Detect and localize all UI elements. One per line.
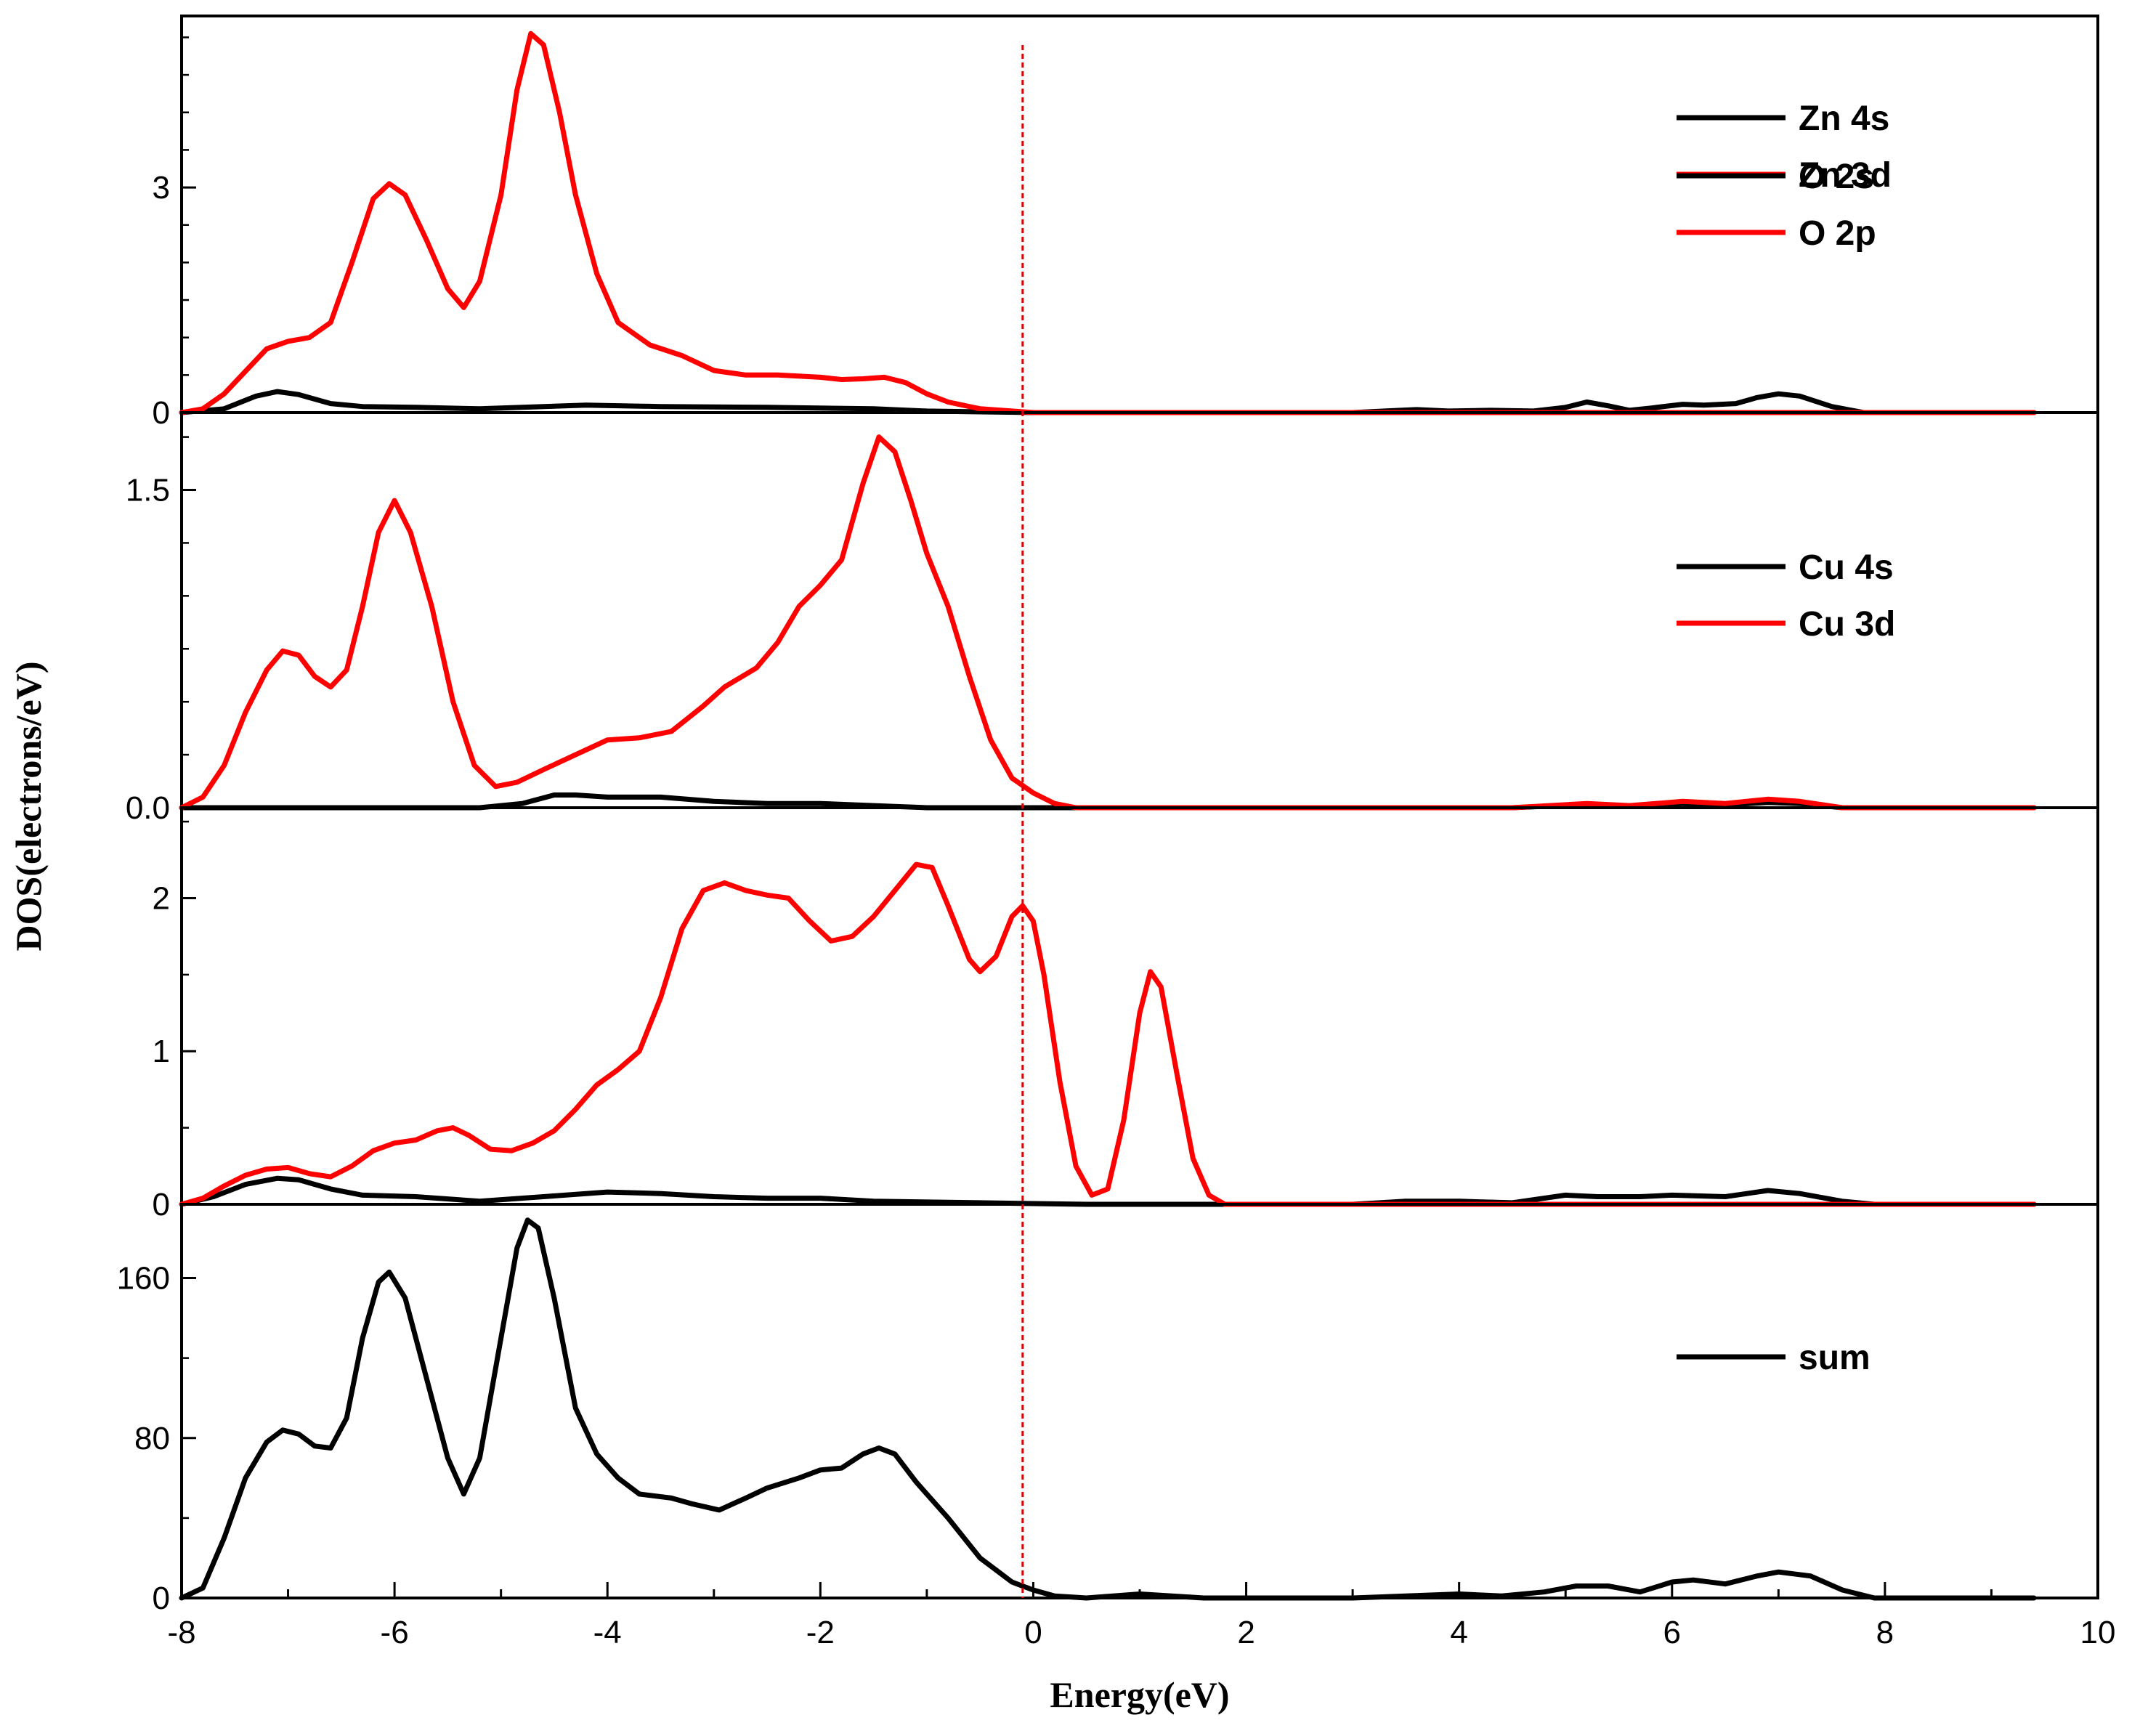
- series-line-cu-3d: [179, 861, 2037, 1207]
- x-tick-label: 10: [2080, 1615, 2116, 1650]
- legend-label: Cu 3d: [1799, 605, 1895, 644]
- x-axis: -8 -6 -4 -2 0 2 4 6 8 10: [167, 1582, 2115, 1650]
- x-tick-label: 4: [1450, 1615, 1467, 1650]
- x-tick-label: -6: [381, 1615, 409, 1650]
- series-line-sum: [179, 1217, 2037, 1601]
- x-tick-label: 0: [1024, 1615, 1042, 1650]
- y-tick-label: 0: [153, 395, 170, 431]
- y-tick-label: 160: [117, 1261, 170, 1297]
- y-tick-label: 1: [153, 1034, 170, 1069]
- x-tick-label: 6: [1663, 1615, 1681, 1650]
- y-tick-label: 3: [153, 170, 170, 206]
- panel-cu: 0 1 2 Cu 4s Cu 3d: [153, 548, 2099, 1222]
- y-tick-label: 0: [153, 1581, 170, 1616]
- series-line-cu-4s: [179, 1175, 2037, 1207]
- y-tick-label: 0.0: [126, 790, 170, 826]
- x-tick-label: 2: [1237, 1615, 1255, 1650]
- y-tick-label: 80: [134, 1421, 170, 1456]
- series-line-zn-3d: [179, 31, 2037, 415]
- y-axis-title: DOS(electrons/eV): [8, 662, 49, 952]
- legend-label: Cu 4s: [1799, 548, 1894, 587]
- legend-label: Zn 4s: [1799, 100, 1889, 138]
- x-axis-title: Energy(eV): [1050, 1674, 1229, 1715]
- y-tick-label: 2: [153, 880, 170, 916]
- legend-label: Zn 3d: [1799, 156, 1892, 195]
- x-tick-label: -2: [806, 1615, 835, 1650]
- y-tick-label: 0: [153, 1187, 170, 1222]
- y-tick-label: 1.5: [126, 473, 170, 508]
- legend-label: O 2p: [1799, 214, 1876, 253]
- legend-label: O 2s: [1799, 158, 1874, 196]
- x-tick-label: 8: [1876, 1615, 1894, 1650]
- legend-label: sum: [1799, 1339, 1870, 1377]
- x-tick-label: -4: [593, 1615, 622, 1650]
- x-tick-label: -8: [167, 1615, 195, 1650]
